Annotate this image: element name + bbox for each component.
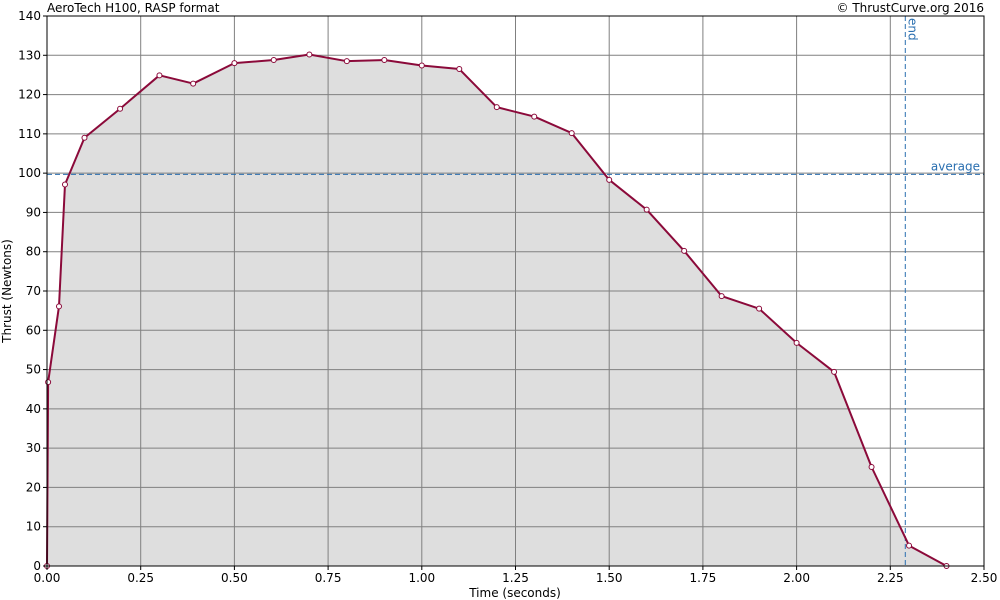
- data-point: [793, 339, 800, 346]
- data-point: [456, 66, 463, 73]
- x-tick-label: 1.75: [690, 571, 717, 585]
- thrust-line: [46, 53, 947, 567]
- x-tick-label: 0.00: [34, 571, 61, 585]
- y-tick-label: 30: [26, 441, 41, 455]
- data-point: [831, 368, 838, 375]
- x-tick-label: 1.25: [502, 571, 529, 585]
- x-tick-label: 0.75: [315, 571, 342, 585]
- x-tick-label: 0.25: [127, 571, 154, 585]
- y-tick-label: 20: [26, 480, 41, 494]
- y-axis-title: Thrust (Newtons): [0, 239, 14, 344]
- data-point: [681, 247, 688, 254]
- data-point: [61, 181, 68, 188]
- y-tick-label: 80: [26, 245, 41, 259]
- reference-lines: average end: [47, 16, 984, 566]
- chart-title: AeroTech H100, RASP format: [47, 1, 220, 15]
- data-point: [643, 206, 650, 213]
- data-point: [756, 305, 763, 312]
- axes: [43, 15, 985, 570]
- data-point: [418, 62, 425, 69]
- data-point: [117, 105, 124, 112]
- y-tick-label: 10: [26, 520, 41, 534]
- x-tick-label: 2.50: [971, 571, 998, 585]
- x-tick-label: 2.00: [783, 571, 810, 585]
- data-point: [306, 51, 313, 58]
- copyright-text: © ThrustCurve.org 2016: [837, 1, 985, 15]
- data-point: [231, 60, 238, 67]
- x-tick-label: 1.00: [408, 571, 435, 585]
- data-point: [493, 104, 500, 111]
- average-label: average: [931, 159, 980, 173]
- x-tick-label: 0.50: [221, 571, 248, 585]
- data-point: [568, 130, 575, 137]
- y-tick-label: 110: [18, 127, 41, 141]
- thrust-area-fill: [47, 54, 947, 566]
- y-tick-label: 70: [26, 284, 41, 298]
- data-point: [606, 176, 613, 183]
- y-tick-label: 130: [18, 48, 41, 62]
- y-tick-label: 90: [26, 205, 41, 219]
- thrust-fill-area: [47, 54, 947, 566]
- data-point: [343, 58, 350, 65]
- end-label: end: [905, 18, 919, 41]
- data-point: [868, 464, 875, 470]
- x-tick-label: 1.50: [596, 571, 623, 585]
- y-tick-label: 50: [26, 363, 41, 377]
- thrust-series: [44, 51, 950, 569]
- data-point: [55, 303, 62, 310]
- data-point: [531, 113, 538, 120]
- data-point: [906, 542, 913, 549]
- y-tick-label: 0: [33, 559, 41, 573]
- x-tick-label: 2.25: [877, 571, 904, 585]
- data-point: [81, 134, 88, 141]
- x-axis-title: Time (seconds): [468, 586, 561, 600]
- data-point: [270, 57, 277, 63]
- y-tick-label: 140: [18, 9, 41, 23]
- y-tick-label: 120: [18, 88, 41, 102]
- y-tick-label: 100: [18, 166, 41, 180]
- data-point: [156, 72, 163, 79]
- tick-labels: 0.00 0.25 0.50 0.75 1.00 1.25 1.50 1.75 2.00 2.25…: [18, 9, 997, 585]
- data-point: [381, 57, 388, 63]
- y-tick-label: 40: [26, 402, 41, 416]
- data-point: [190, 80, 197, 87]
- data-point: [45, 379, 52, 386]
- data-point: [718, 293, 725, 300]
- y-tick-label: 60: [26, 323, 41, 337]
